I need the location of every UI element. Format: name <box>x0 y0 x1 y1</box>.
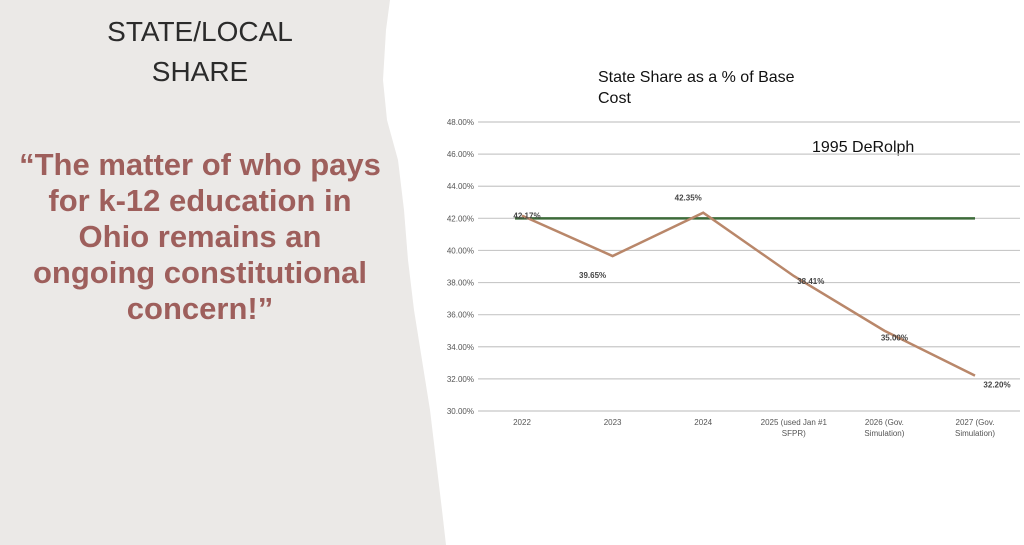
data-label: 39.65% <box>579 271 606 280</box>
data-label: 42.17% <box>513 212 540 221</box>
x-tick-label: 2026 (Gov. <box>865 418 904 427</box>
y-tick-label: 30.00% <box>447 407 474 416</box>
y-tick-label: 36.00% <box>447 311 474 320</box>
data-label: 42.35% <box>675 194 702 203</box>
y-tick-label: 46.00% <box>447 150 474 159</box>
x-tick-label: 2023 <box>604 418 622 427</box>
x-tick-label: SFPR) <box>782 429 806 438</box>
reference-line-label: 1995 DeRolph <box>812 139 915 156</box>
y-tick-label: 42.00% <box>447 214 474 223</box>
y-tick-label: 38.00% <box>447 279 474 288</box>
x-tick-label: 2022 <box>513 418 531 427</box>
data-label: 35.00% <box>881 334 908 343</box>
x-tick-label: 2027 (Gov. <box>956 418 995 427</box>
y-tick-label: 40.00% <box>447 246 474 255</box>
data-label: 32.20% <box>983 381 1010 390</box>
y-tick-label: 44.00% <box>447 182 474 191</box>
slide-title-line1: STATE/LOCAL <box>107 16 293 47</box>
x-tick-label: Simulation) <box>955 429 995 438</box>
x-tick-label: 2025 (used Jan #1 <box>761 418 828 427</box>
series-line <box>521 211 976 377</box>
y-tick-label: 32.00% <box>447 375 474 384</box>
slide-title: STATE/LOCAL SHARE <box>0 12 400 92</box>
chart-title: State Share as a % of Base Cost <box>598 69 795 107</box>
quote-text: “The matter of who pays for k-12 educati… <box>19 147 381 326</box>
slide-title-line2: SHARE <box>151 56 249 87</box>
x-tick-label: Simulation) <box>864 429 904 438</box>
x-tick-label: 2024 <box>694 418 712 427</box>
y-tick-label: 34.00% <box>447 343 474 352</box>
y-tick-label: 48.00% <box>447 118 474 127</box>
data-label: 38.41% <box>797 277 824 286</box>
